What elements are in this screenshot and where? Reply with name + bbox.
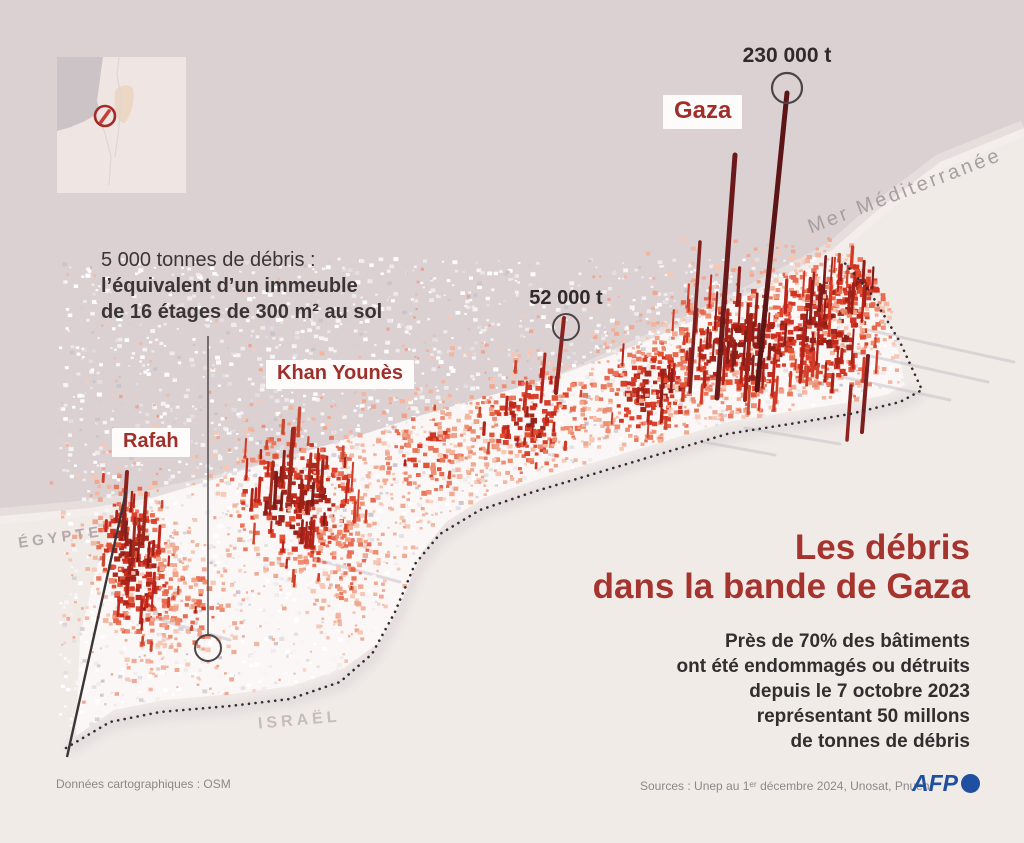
khan-younes-label: Khan Younès [266, 360, 414, 389]
subtitle-line-5: de tonnes de débris [790, 731, 970, 752]
afp-logo: AFP [912, 770, 980, 797]
peak-annotation-52k: 52 000 t [529, 287, 603, 309]
locator-inset-map [57, 57, 186, 193]
equivalence-line-1: 5 000 tonnes de débris : [101, 249, 316, 271]
infographic-title: Les débris dans la bande de Gaza [593, 528, 970, 606]
title-line-2: dans la bande de Gaza [592, 567, 970, 606]
equivalence-note: 5 000 tonnes de débris : l’équivalent d’… [101, 247, 382, 325]
mediterranean-sea [0, 0, 1024, 516]
title-line-1: Les débris [794, 528, 970, 567]
gaza-label: Gaza [663, 95, 743, 129]
inset-west-bank [114, 85, 134, 123]
afp-wordmark: AFP [912, 770, 958, 796]
equivalence-pointer-circle [194, 634, 222, 662]
equivalence-line-2: l’équivalent d’un immeuble [101, 275, 358, 297]
infographic-subtitle: Près de 70% des bâtiments ont été endomm… [677, 629, 970, 754]
equivalence-line-3: de 16 étages de 300 m² au sol [101, 301, 383, 323]
peak-circle-230k [770, 71, 804, 105]
subtitle-line-1: Près de 70% des bâtiments [725, 631, 970, 652]
inset-highlight-circle [93, 104, 117, 128]
subtitle-line-3: depuis le 7 octobre 2023 [749, 681, 970, 702]
rafah-label: Rafah [112, 428, 190, 457]
inset-border-line [114, 57, 122, 158]
subtitle-line-2: ont été endommagés ou détruits [676, 656, 970, 677]
debris-spikes [101, 90, 879, 652]
afp-globe-icon [961, 774, 980, 793]
sources-credit: Sources : Unep au 1ᵉʳ décembre 2024, Uno… [640, 779, 930, 793]
subtitle-line-4: représentant 50 millons [756, 706, 970, 727]
map-data-credit: Données cartographiques : OSM [56, 777, 231, 791]
peak-annotation-230k: 230 000 t [742, 44, 832, 67]
strip-drop-shadow [64, 386, 926, 756]
egypt-border-line [65, 491, 128, 758]
gaza-border-dotted [64, 258, 924, 750]
inset-gaza-strip [99, 109, 111, 124]
inset-sea [57, 57, 103, 131]
peak-circle-52k [552, 313, 580, 341]
